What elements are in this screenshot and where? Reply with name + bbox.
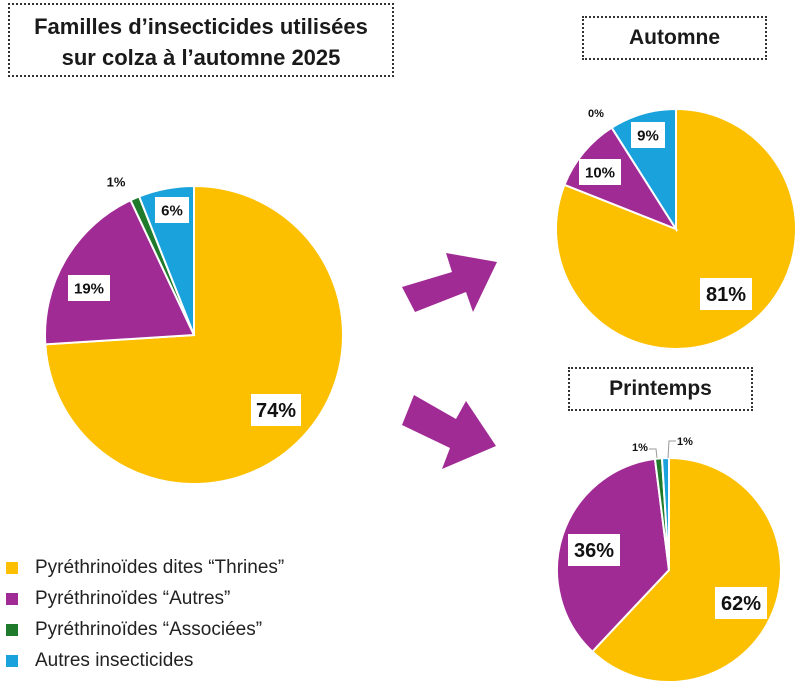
- legend-swatch-associees: [6, 623, 18, 636]
- legend-label-associees: Pyréthrinoïdes “Associées”: [35, 618, 263, 640]
- pie-2-label-box-0: [715, 587, 767, 619]
- pie-automne: 81% 10% 0% 9%: [555, 108, 797, 350]
- legend-label-thrines: Pyréthrinoïdes dites “Thrines”: [35, 556, 285, 578]
- automne-title: Automne: [582, 16, 767, 60]
- pie-2-label-0: 62%: [721, 593, 761, 615]
- pie-2-label-1: 36%: [574, 540, 614, 562]
- legend-swatch-thrines: [6, 561, 18, 574]
- pie-1-label-1: 10%: [585, 164, 615, 181]
- pie-printemps: 62% 36% 1% 1%: [556, 436, 782, 683]
- pie-0-label-box-3: [155, 197, 189, 223]
- pie-0-slice-3: [137, 184, 195, 336]
- pie-2-label-2: 1%: [632, 442, 648, 454]
- pie-1-label-0: 81%: [706, 284, 746, 306]
- main-title-line-2: sur colza à l’automne 2025: [61, 45, 341, 70]
- legend-item-autres-insecticides: Autres insecticides: [6, 645, 284, 676]
- legend-swatch-autres: [6, 592, 18, 605]
- printemps-title: Printemps: [568, 367, 753, 411]
- legend-item-autres: Pyréthrinoïdes “Autres”: [6, 583, 284, 614]
- pie-0-label-box-0: [251, 394, 301, 426]
- pie-2-slice-3: [660, 456, 670, 571]
- legend-label-autres: Pyréthrinoïdes “Autres”: [35, 587, 231, 609]
- legend-item-associees: Pyréthrinoïdes “Associées”: [6, 614, 284, 645]
- pie-0-label-0: 74%: [256, 400, 296, 422]
- pie-1-label-box-0: [700, 278, 752, 310]
- pie-0-label-box-1: [68, 275, 110, 301]
- legend-swatch-autres-insecticides: [6, 654, 18, 667]
- legend-item-thrines: Pyréthrinoïdes dites “Thrines”: [6, 552, 284, 583]
- pie-1-label-box-3: [631, 122, 665, 148]
- pie-printemps-leader-associees: [649, 448, 658, 459]
- pie-2-slice-0: [590, 456, 782, 683]
- pie-0-label-2: 1%: [107, 175, 126, 190]
- legend: Pyréthrinoïdes dites “Thrines” Pyréthrin…: [6, 552, 284, 676]
- pie-0-label-1: 19%: [74, 280, 104, 297]
- main-title-line-1: Familles d’insecticides utilisées: [34, 14, 368, 39]
- pie-overall: 74% 19% 1% 6%: [44, 175, 344, 485]
- pie-printemps-leader-autres: [667, 440, 676, 459]
- legend-label-autres-insecticides: Autres insecticides: [35, 649, 194, 671]
- main-title: Familles d’insecticides utilisées sur co…: [8, 3, 394, 77]
- pie-2-label-3: 1%: [677, 436, 693, 448]
- pie-1-label-box-1: [579, 159, 621, 185]
- pie-0-slice-1: [44, 198, 196, 346]
- pie-2-label-box-1: [568, 534, 620, 566]
- pie-1-label-2: 0%: [588, 108, 604, 120]
- pie-0-label-3: 6%: [161, 202, 183, 219]
- pie-1-label-3: 9%: [637, 127, 659, 144]
- arrow-to-printemps-icon: [402, 395, 496, 469]
- arrow-to-automne-icon: [402, 253, 497, 312]
